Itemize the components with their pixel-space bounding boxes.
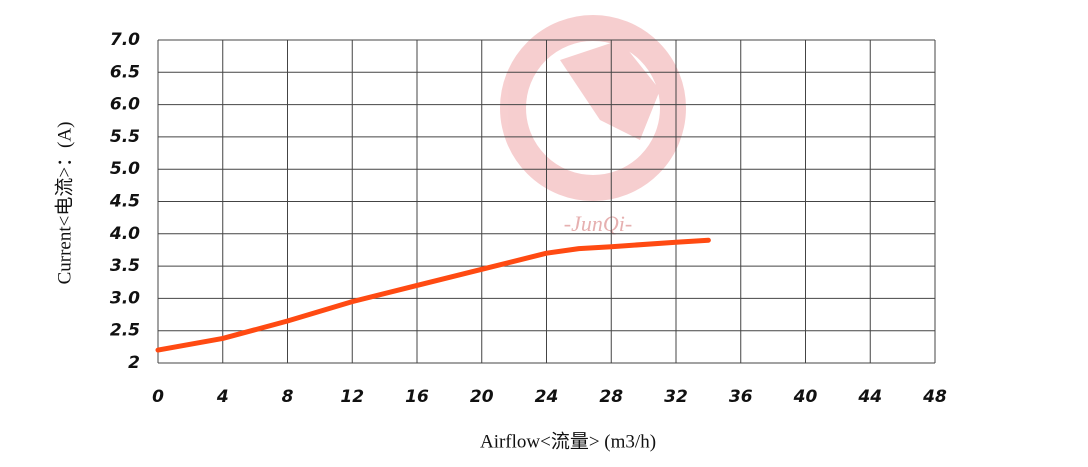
x-tick-label: 28 <box>599 387 623 407</box>
y-tick-label: 6.5 <box>110 62 140 82</box>
y-tick-label: 2.5 <box>110 321 140 341</box>
y-tick-label: 5.0 <box>110 159 140 179</box>
x-tick-label: 16 <box>405 387 429 407</box>
y-tick-label: 4.0 <box>109 224 140 244</box>
data-line <box>155 237 711 353</box>
x-tick-label: 44 <box>857 387 882 407</box>
y-tick-label: 2 <box>128 353 140 373</box>
x-tick-label: 8 <box>282 387 294 407</box>
y-tick-label: 7.0 <box>110 30 140 50</box>
x-tick-label: 24 <box>535 387 559 407</box>
x-tick-label: 48 <box>922 387 947 407</box>
y-tick-label: 3.5 <box>110 256 140 276</box>
x-tick-label: 20 <box>470 387 494 407</box>
x-axis-label: Airflow<流量> (m3/h) <box>480 430 656 452</box>
watermark-text: -JunQi- <box>564 211 632 236</box>
x-tick-label: 12 <box>340 387 364 407</box>
x-tick-label: 4 <box>216 387 229 407</box>
x-tick-label: 36 <box>729 387 753 407</box>
watermark-logo <box>500 15 686 201</box>
y-tick-label: 4.5 <box>109 192 140 212</box>
y-tick-label: 3.0 <box>110 288 140 308</box>
y-axis-label: Current<电流>：(A) <box>53 122 75 285</box>
x-tick-label: 0 <box>152 387 164 407</box>
y-tick-label: 6.0 <box>110 95 140 115</box>
y-tick-label: 5.5 <box>110 127 140 147</box>
x-tick-label: 40 <box>793 387 818 407</box>
x-tick-label: 32 <box>664 387 688 407</box>
